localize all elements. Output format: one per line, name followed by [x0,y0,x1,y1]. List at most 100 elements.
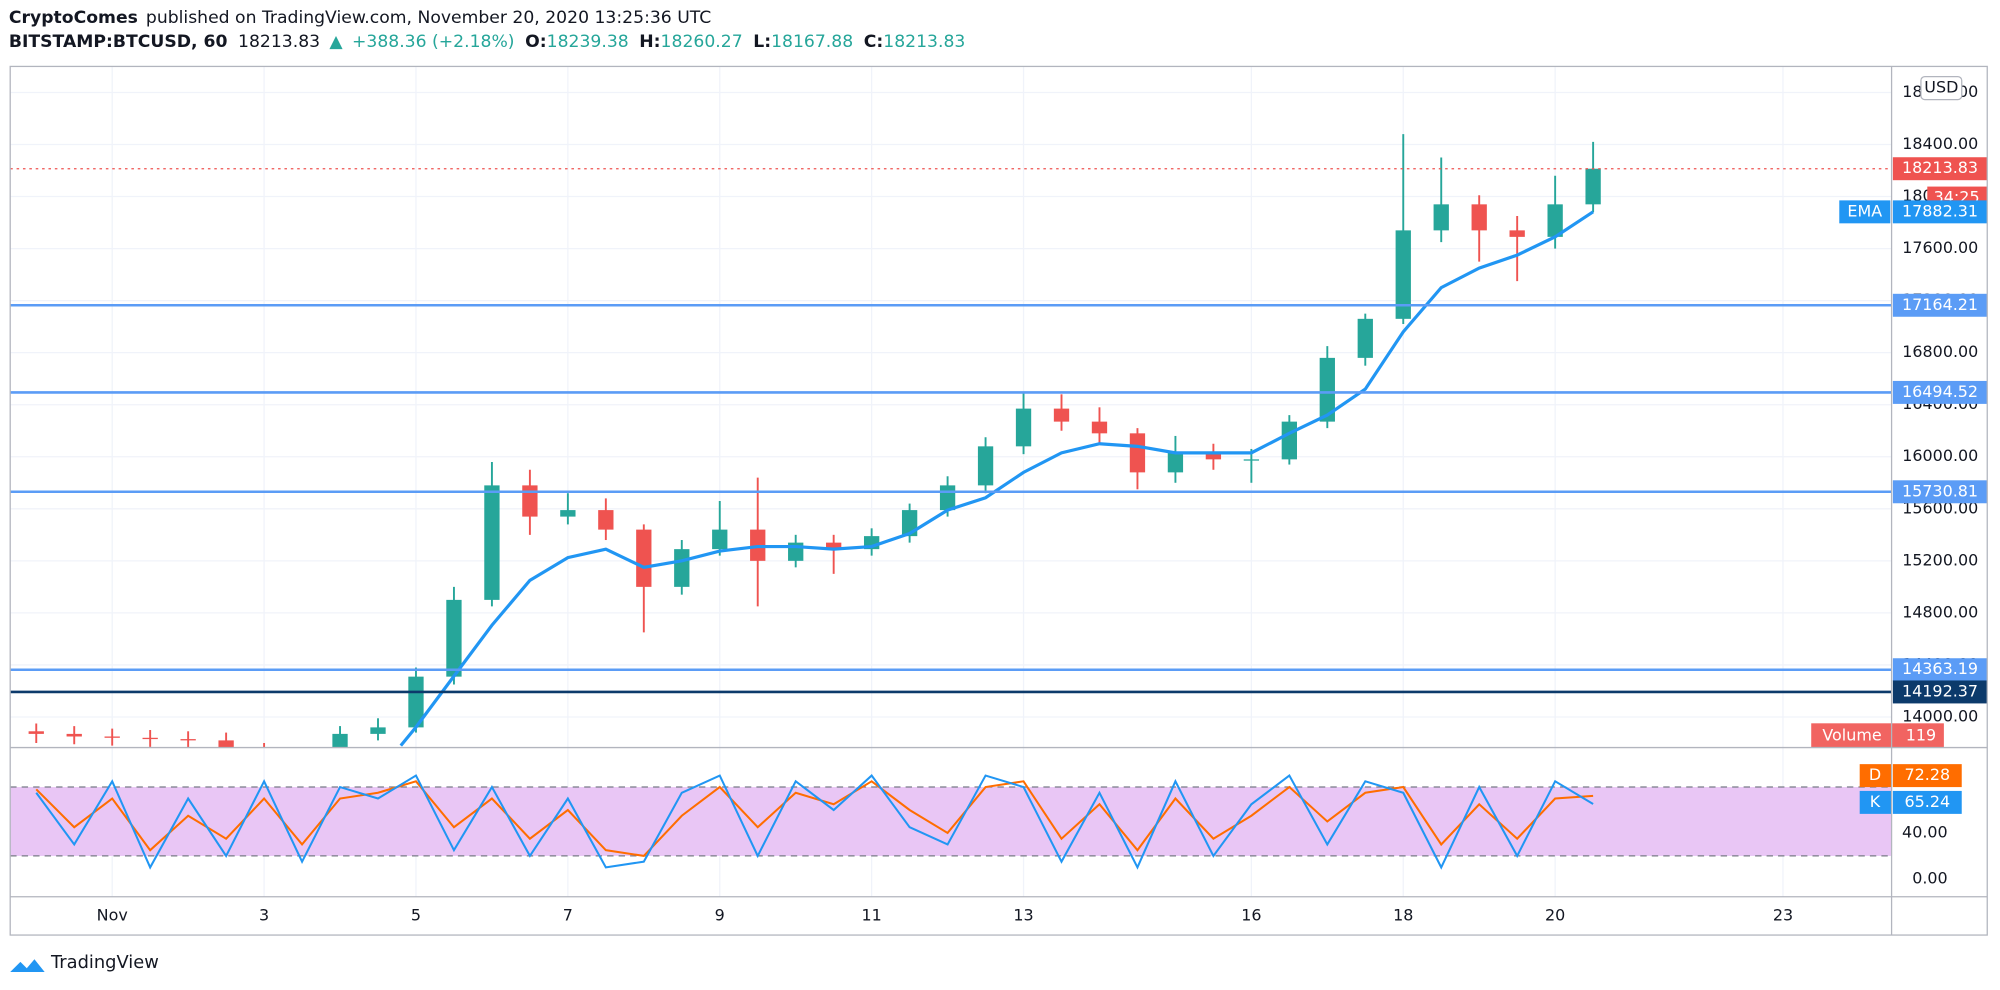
stoch-line [35,774,1594,870]
main-pane [10,91,1892,748]
logo: TradingView [10,952,159,973]
candle-body [1585,168,1601,205]
o: 18239.38 [547,32,629,52]
last-price-box [1892,157,1988,181]
candle-body [712,529,728,550]
legend-value-box [1892,764,1962,788]
x-tick-label: 9 [715,905,725,924]
ema-value-box [1892,200,1988,224]
legend-value: 65.24 [1904,792,1950,811]
stoch-pane [10,774,1892,870]
candle-body [408,676,424,728]
y-tick-label: 14000.00 [1902,706,1978,725]
y-tick-label: 16800.00 [1902,342,1978,361]
currency-box [1920,75,1963,101]
frame [9,65,1988,936]
legend-name-box [1859,764,1892,788]
arrow: ▲ [329,32,343,52]
x-tick-label: 23 [1773,905,1793,924]
published: published on TradingView.com, November 2… [146,8,711,28]
candle-body [1167,452,1184,473]
symbol: BITSTAMP:BTCUSD, 60 [9,32,228,52]
quote-line: BITSTAMP:BTCUSD, 60 18213.83 ▲ +388.36 (… [9,32,965,52]
candle-body [370,727,386,734]
candle-body [1357,318,1373,358]
candle-body [1053,408,1070,422]
candle-body [1509,230,1525,237]
h-label: H: [639,32,660,52]
candle-body [1433,204,1449,231]
last: 18213.83 [238,32,320,52]
y-tick-label: 0.00 [1912,868,1948,887]
x-tick-label: 7 [563,905,573,924]
publish-line: CryptoComes published on TradingView.com… [9,8,711,28]
x-tick-label: 20 [1545,905,1565,924]
level-label-box [1892,380,1988,404]
y-tick-label: 16000.00 [1902,446,1978,465]
logo-icon [10,959,45,973]
c: 18213.83 [883,32,965,52]
level-label: 16494.52 [1902,382,1978,401]
x-tick-label: 16 [1241,905,1261,924]
candle-body [484,485,500,600]
y-tick-label: 40.00 [1902,822,1948,841]
candle-body [1243,459,1260,461]
candle-body [66,733,82,737]
legend-name: K [1870,792,1881,811]
x-tick-label: 11 [862,905,882,924]
currency: USD [1924,78,1958,97]
candle-body [560,510,576,517]
legend-name-box [1859,790,1892,814]
y-tick-label: 17600.00 [1902,238,1978,257]
level-label: 14192.37 [1902,681,1978,700]
candle-body [977,446,994,486]
candle-body [446,599,462,677]
x-tick-label: 5 [411,905,421,924]
candle-body [522,485,538,517]
ema-line [399,210,1595,747]
change: +388.36 (+2.18%) [352,32,515,52]
legend-value-box [1892,790,1962,814]
candle-body [142,737,158,740]
candle-body [1129,433,1146,473]
candle-body [1319,357,1335,422]
candle-body [826,542,842,550]
c-label: C: [864,32,884,52]
legend-name: D [1869,765,1881,784]
candle-body [180,739,196,741]
level-label-box [1892,680,1988,704]
last-price-label: 18213.83 [1902,158,1978,177]
volume-label: Volume [1822,726,1881,745]
x-tick-label: 3 [259,905,269,924]
level-label-box [1892,658,1988,682]
stoch-line [35,780,1594,858]
candle-body [104,736,120,738]
y-tick-label: 18400.00 [1902,134,1978,153]
y-tick-label: 14800.00 [1902,602,1978,621]
level-label: 15730.81 [1902,481,1978,500]
logo-text: TradingView [50,952,159,973]
level-label: 17164.21 [1902,295,1978,314]
x-tick-label: 13 [1013,905,1033,924]
candle-body [1471,204,1487,231]
y-tick-label: 15200.00 [1902,550,1978,569]
l: 18167.88 [771,32,853,52]
candle-body [332,733,348,748]
volume-label-box [1811,723,1944,748]
level-label: 14363.19 [1902,659,1978,678]
x-tick-label: Nov [97,905,128,924]
level-label-box [1892,480,1988,504]
l-label: L: [753,32,771,52]
candle-body [598,510,614,530]
candle-body [1547,204,1563,237]
h: 18260.27 [661,32,743,52]
ema-name: EMA [1847,201,1882,220]
ema-value: 17882.31 [1902,201,1978,220]
legend-value: 72.28 [1904,765,1950,784]
level-label-box [1892,293,1988,317]
candle-body [1205,452,1222,460]
author: CryptoComes [9,8,138,28]
candle-body [1015,408,1032,447]
candle-body [1395,230,1411,319]
plot: Nov357911131618202314000.0014400.0014800… [10,66,1988,924]
